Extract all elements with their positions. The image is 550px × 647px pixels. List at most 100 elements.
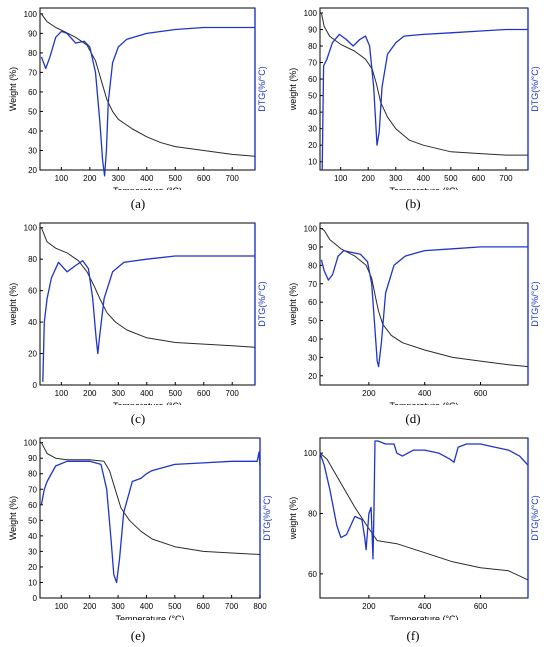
panel-caption: (f) — [406, 628, 420, 643]
weight-series-line — [40, 227, 256, 348]
y-tick-label: 40 — [308, 335, 317, 344]
y-tick-label: 90 — [308, 243, 317, 252]
x-tick-label: 100 — [55, 389, 69, 398]
y-tick-label: 40 — [28, 127, 37, 136]
dtg-series-line — [42, 255, 255, 382]
x-tick-label: 400 — [418, 389, 432, 398]
chart-svg: 100 200 300 400 500 600 700 20 30 40 50 60 70 80 90 100… — [8, 7, 267, 196]
x-axis-label: Temperature (°C) — [389, 614, 458, 620]
y-tick-label: 20 — [308, 141, 317, 150]
x-tick-label: 400 — [140, 174, 154, 183]
x-tick-label: 500 — [169, 174, 183, 183]
y-axis-label: Weight (%) — [8, 67, 18, 111]
x-axis-label: Temperature (°C) — [113, 401, 182, 405]
chart-svg: 200 400 600 60 80 100 Temperature (°C) weight (… — [288, 437, 540, 624]
dtg-series-line — [320, 246, 528, 368]
x-axis-label: Temperature (°C) — [115, 614, 184, 620]
x-tick-label: 200 — [362, 389, 376, 398]
dtg-series-line — [321, 28, 528, 171]
weight-series-line — [319, 452, 529, 581]
y-tick-label: 60 — [308, 75, 317, 84]
panel-caption: (e) — [130, 628, 146, 643]
x-tick-label: 600 — [197, 602, 211, 611]
chart-panel-f: 200 400 600 60 80 100 Temperature (°C) weight (… — [275, 430, 550, 624]
x-tick-label: 700 — [226, 174, 240, 183]
x-tick-label: 600 — [197, 174, 211, 183]
y-tick-label: 0 — [33, 381, 38, 390]
x-tick-label: 400 — [417, 174, 431, 183]
x-tick-label: 500 — [168, 602, 182, 611]
y-tick-label: 100 — [24, 224, 38, 233]
y-tick-label: 50 — [308, 317, 317, 326]
plot-frame — [39, 222, 256, 386]
y-tick-label: 80 — [308, 42, 317, 51]
y-tick-label: 80 — [308, 509, 317, 518]
y-tick-label: 100 — [304, 225, 318, 234]
y-tick-label: 90 — [28, 454, 37, 463]
x-tick-label: 500 — [444, 174, 458, 183]
y-tick-label: 30 — [308, 125, 317, 134]
y-tick-label: 80 — [28, 49, 37, 58]
y-tick-label: 40 — [28, 318, 37, 327]
x-tick-label: 200 — [83, 602, 97, 611]
chart-svg: 100 200 300 400 500 600 700 0 20 40 60 80 100 Tempera… — [8, 222, 267, 411]
chart-panel-e: 100 200 300 400 500 600 700 800 0 10 20 30 40 50 60 70 8… — [0, 430, 275, 624]
y-axis-label: weight (%) — [288, 68, 298, 112]
dtg-axis-label: DTG(%/°C) — [262, 495, 272, 541]
y-tick-label: 50 — [308, 92, 317, 101]
y-tick-label: 80 — [308, 261, 317, 270]
y-tick-label: 90 — [308, 25, 317, 34]
x-axis-label: Temperature (°C) — [389, 186, 458, 190]
dtg-series-line — [40, 451, 261, 584]
chart-panel-a: 100 200 300 400 500 600 700 20 30 40 50 60 70 80 90 100… — [0, 0, 275, 196]
x-tick-label: 600 — [472, 174, 486, 183]
chart-panel-d: 200 400 600 20 30 40 50 60 70 80 90 100 Temperature … — [275, 215, 550, 411]
x-tick-label: 200 — [83, 389, 97, 398]
plot-frame — [319, 437, 529, 599]
x-tick-label: 200 — [362, 174, 376, 183]
dtg-axis-label: DTG(%/°C) — [257, 281, 267, 327]
y-tick-label: 70 — [308, 280, 317, 289]
y-tick-label: 100 — [24, 439, 38, 448]
chart-svg: 200 400 600 20 30 40 50 60 70 80 90 100 Temperature … — [288, 222, 540, 411]
y-tick-label: 50 — [28, 107, 37, 116]
plot-frame — [39, 7, 256, 171]
x-tick-label: 400 — [140, 389, 154, 398]
y-tick-label: 20 — [28, 350, 37, 359]
x-tick-label: 300 — [112, 389, 126, 398]
y-tick-label: 30 — [28, 146, 37, 155]
x-tick-label: 200 — [83, 174, 97, 183]
y-tick-label: 30 — [308, 353, 317, 362]
y-axis-label: Weight (%) — [8, 496, 18, 540]
x-tick-label: 300 — [389, 174, 403, 183]
dtg-axis-label: DTG(%/°C) — [530, 66, 540, 112]
y-tick-label: 90 — [28, 29, 37, 38]
weight-series-line — [40, 442, 261, 555]
x-tick-label: 700 — [499, 174, 513, 183]
y-tick-label: 100 — [304, 9, 318, 18]
x-tick-label: 800 — [253, 602, 267, 611]
y-tick-label: 60 — [308, 298, 317, 307]
x-tick-label: 300 — [112, 174, 126, 183]
chart-panel-b: 100 200 300 400 500 600 700 10 20 30 40 50 60 70 80 90 1… — [275, 0, 550, 196]
dtg-series-line — [40, 26, 255, 177]
chart-svg: 100 200 300 400 500 600 700 800 0 10 20 30 40 50 60 70 8… — [8, 437, 272, 624]
panel-caption: (a) — [130, 196, 146, 211]
weight-series-line — [40, 13, 256, 157]
y-tick-label: 20 — [308, 372, 317, 381]
x-tick-label: 400 — [140, 602, 154, 611]
x-tick-label: 700 — [226, 389, 240, 398]
x-axis-label: Temperature (°C) — [389, 401, 458, 405]
y-tick-label: 80 — [28, 255, 37, 264]
y-tick-label: 100 — [304, 449, 318, 458]
x-tick-label: 600 — [474, 389, 488, 398]
y-tick-label: 40 — [308, 108, 317, 117]
y-tick-label: 20 — [28, 166, 37, 175]
x-tick-label: 700 — [225, 602, 239, 611]
dtg-axis-label: DTG(%/°C) — [530, 281, 540, 327]
x-tick-label: 200 — [362, 602, 376, 611]
y-tick-label: 60 — [28, 501, 37, 510]
dtg-axis-label: DTG(%/°C) — [530, 495, 540, 541]
y-tick-label: 40 — [28, 532, 37, 541]
